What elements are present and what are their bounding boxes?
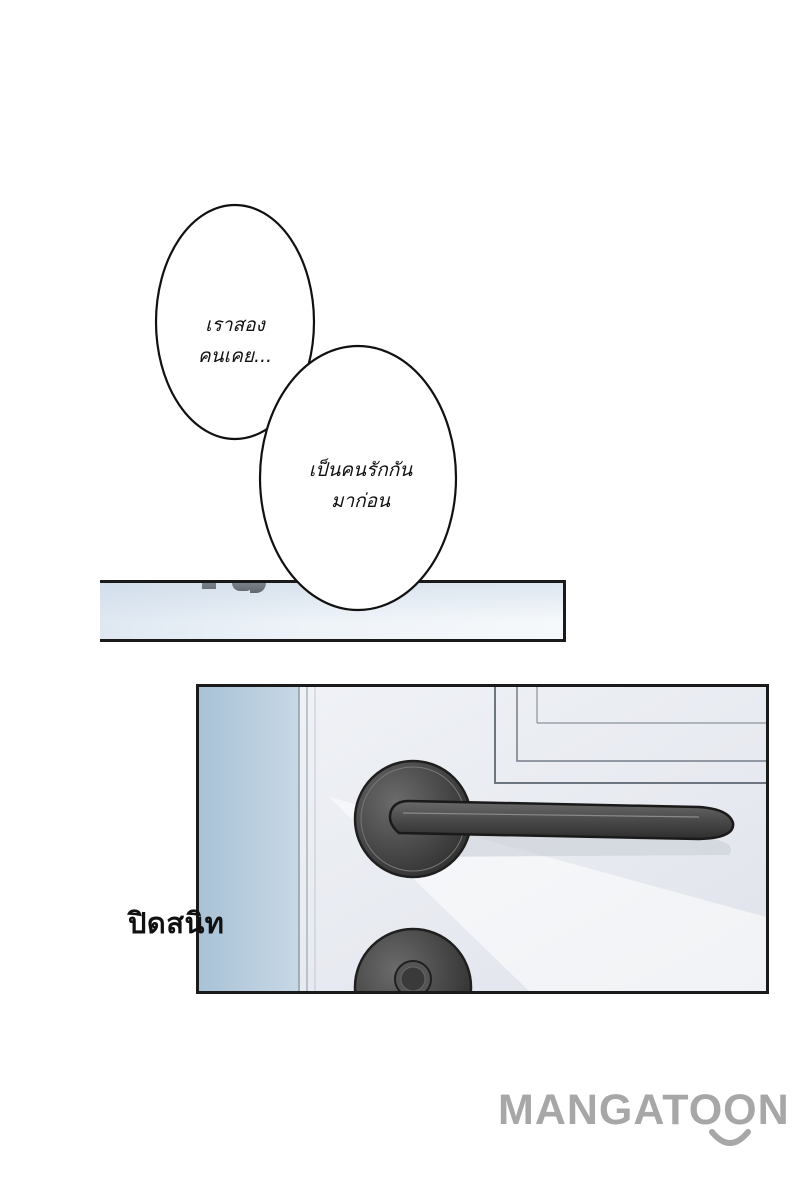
sound-effect-text: ปิดสนิท xyxy=(128,900,224,946)
smile-icon xyxy=(708,1128,752,1150)
door-illustration xyxy=(199,687,766,991)
door-handle-panel xyxy=(196,684,769,994)
speech-bubble-first-text: เราสอง คนเคย... xyxy=(180,310,290,372)
bubble-first-line-2: คนเคย... xyxy=(180,341,290,372)
door-lever xyxy=(390,801,733,839)
bubble-second-line-2: มาก่อน xyxy=(278,486,443,517)
bubble-second-line-1: เป็นคนรักกัน xyxy=(278,455,443,486)
mangatoon-watermark: MANGATOON xyxy=(498,1086,790,1134)
bubble-first-line-1: เราสอง xyxy=(180,310,290,341)
speech-bubble-second-text: เป็นคนรักกัน มาก่อน xyxy=(278,455,443,517)
